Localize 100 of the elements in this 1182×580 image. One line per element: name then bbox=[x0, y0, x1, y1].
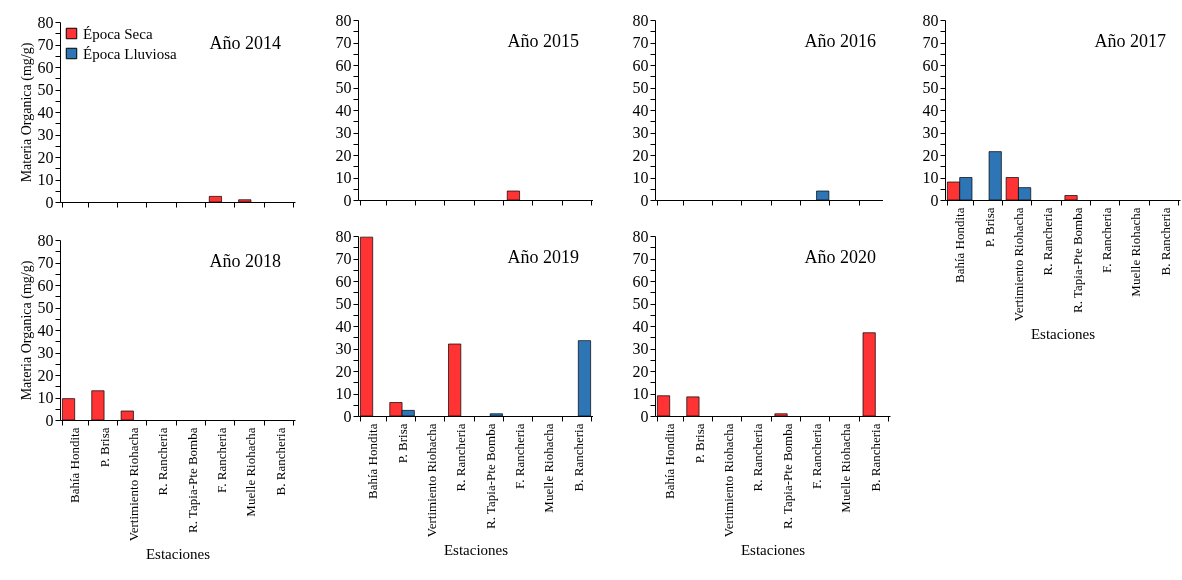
x-tick-label: P. Brisa bbox=[394, 423, 410, 464]
y-tick-label: 50 bbox=[922, 79, 939, 96]
y-tick-label: 40 bbox=[37, 321, 54, 339]
y-tick-label: 0 bbox=[45, 411, 54, 429]
y-axis-title: Materia Organica (mg/g) bbox=[18, 42, 35, 183]
x-tick-label: F. Rancheria bbox=[1099, 207, 1115, 273]
x-tick-label: B. Rancheria bbox=[272, 427, 288, 496]
x-tick-label: Muelle Riohacha bbox=[1128, 207, 1144, 297]
y-tick-label: 0 bbox=[343, 191, 352, 209]
x-tick-label: B. Rancheria bbox=[1157, 207, 1173, 276]
text: Año 2017 bbox=[1094, 31, 1166, 51]
x-axis-title: Estaciones bbox=[443, 542, 509, 559]
y-tick-label: 20 bbox=[335, 146, 352, 164]
y-tick-label: 70 bbox=[632, 250, 649, 267]
y-tick-label: 80 bbox=[632, 227, 649, 245]
y-tick-label: 10 bbox=[922, 169, 939, 186]
x-tick-label: Bahía Hondita bbox=[67, 427, 83, 503]
text: Año 2015 bbox=[507, 31, 579, 51]
y-tick-label: 30 bbox=[37, 344, 54, 361]
y-tick-label: 40 bbox=[632, 317, 649, 335]
y-tick-label: 40 bbox=[37, 103, 54, 121]
y-tick-label: 40 bbox=[632, 101, 649, 119]
x-tick-label: Vertimiento Riohacha bbox=[125, 427, 141, 542]
y-tick-label: 50 bbox=[37, 81, 54, 98]
y-tick-label: 20 bbox=[335, 362, 352, 380]
x-axis-title: Estaciones bbox=[1030, 326, 1096, 343]
x-tick-label: R. Rancheria bbox=[1040, 207, 1056, 276]
y-tick-label: 60 bbox=[922, 56, 939, 74]
y-tick-label: 40 bbox=[922, 101, 939, 119]
x-tick-label: P. Brisa bbox=[981, 207, 997, 248]
y-tick-label: 50 bbox=[335, 79, 352, 96]
x-tick-label: R. Tapia-Pte Bomba bbox=[779, 423, 795, 529]
x-tick-label: P. Brisa bbox=[691, 423, 707, 464]
text: Año 2016 bbox=[804, 31, 876, 51]
y-tick-label: 0 bbox=[640, 407, 649, 425]
x-tick-label: R. Tapia-Pte Bomba bbox=[1069, 207, 1085, 313]
y-tick-label: 20 bbox=[922, 146, 939, 164]
y-tick-label: 60 bbox=[632, 56, 649, 74]
y-axis-title: Materia Organica (mg/g) bbox=[18, 260, 35, 401]
y-tick-label: 80 bbox=[37, 231, 54, 249]
x-tick-label: Muelle Riohacha bbox=[243, 427, 259, 517]
y-tick-label: 80 bbox=[922, 11, 939, 29]
y-tick-label: 70 bbox=[37, 36, 54, 53]
y-tick-label: 70 bbox=[335, 34, 352, 51]
text: Año 2018 bbox=[209, 251, 281, 271]
legend-label: Época Lluviosa bbox=[83, 45, 178, 62]
y-tick-label: 0 bbox=[45, 193, 54, 211]
x-tick-label: B. Rancheria bbox=[570, 423, 586, 492]
y-tick-label: 20 bbox=[632, 146, 649, 164]
y-tick-label: 10 bbox=[37, 389, 54, 406]
text: Año 2020 bbox=[804, 247, 876, 267]
y-tick-label: 0 bbox=[343, 407, 352, 425]
y-tick-label: 50 bbox=[335, 295, 352, 312]
y-tick-label: 40 bbox=[335, 101, 352, 119]
y-tick-label: 0 bbox=[640, 191, 649, 209]
y-tick-label: 50 bbox=[37, 299, 54, 316]
x-tick-label: P. Brisa bbox=[96, 427, 112, 468]
y-tick-label: 0 bbox=[930, 191, 939, 209]
text: Año 2014 bbox=[209, 33, 281, 53]
y-tick-label: 70 bbox=[37, 254, 54, 271]
x-tick-label: Bahía Hondita bbox=[952, 207, 968, 283]
y-tick-label: 80 bbox=[335, 227, 352, 245]
y-tick-label: 50 bbox=[632, 295, 649, 312]
y-tick-label: 60 bbox=[335, 56, 352, 74]
x-tick-label: Bahía Hondita bbox=[662, 423, 678, 499]
y-tick-label: 60 bbox=[335, 272, 352, 290]
x-tick-label: F. Rancheria bbox=[809, 423, 825, 489]
y-tick-label: 70 bbox=[632, 34, 649, 51]
x-axis-title: Estaciones bbox=[145, 546, 211, 563]
x-tick-label: Muelle Riohacha bbox=[838, 423, 854, 513]
x-tick-label: B. Rancheria bbox=[867, 423, 883, 492]
x-tick-label: F. Rancheria bbox=[512, 423, 528, 489]
legend-label: Época Seca bbox=[83, 25, 153, 42]
x-axis-title: Estaciones bbox=[740, 542, 806, 559]
y-tick-label: 10 bbox=[37, 171, 54, 188]
x-tick-label: R. Tapia-Pte Bomba bbox=[482, 423, 498, 529]
x-tick-label: R. Rancheria bbox=[750, 423, 766, 492]
y-tick-label: 30 bbox=[632, 340, 649, 357]
x-tick-label: Vertimiento Riohacha bbox=[1010, 207, 1026, 322]
x-tick-label: Vertimiento Riohacha bbox=[423, 423, 439, 538]
y-tick-label: 70 bbox=[335, 250, 352, 267]
y-tick-label: 10 bbox=[335, 385, 352, 402]
y-tick-label: 60 bbox=[37, 58, 54, 76]
y-tick-label: 40 bbox=[335, 317, 352, 335]
y-tick-label: 20 bbox=[37, 366, 54, 384]
y-tick-label: 60 bbox=[37, 276, 54, 294]
y-tick-label: 80 bbox=[37, 13, 54, 31]
y-tick-label: 60 bbox=[632, 272, 649, 290]
x-tick-label: Vertimiento Riohacha bbox=[720, 423, 736, 538]
y-tick-label: 10 bbox=[632, 385, 649, 402]
y-tick-label: 30 bbox=[37, 126, 54, 143]
y-tick-label: 30 bbox=[335, 340, 352, 357]
x-tick-label: R. Rancheria bbox=[453, 423, 469, 492]
x-tick-label: R. Tapia-Pte Bomba bbox=[184, 427, 200, 533]
x-tick-label: F. Rancheria bbox=[214, 427, 230, 493]
y-tick-label: 80 bbox=[632, 11, 649, 29]
y-tick-label: 70 bbox=[922, 34, 939, 51]
y-tick-label: 30 bbox=[922, 124, 939, 141]
y-tick-label: 10 bbox=[335, 169, 352, 186]
y-tick-label: 30 bbox=[632, 124, 649, 141]
